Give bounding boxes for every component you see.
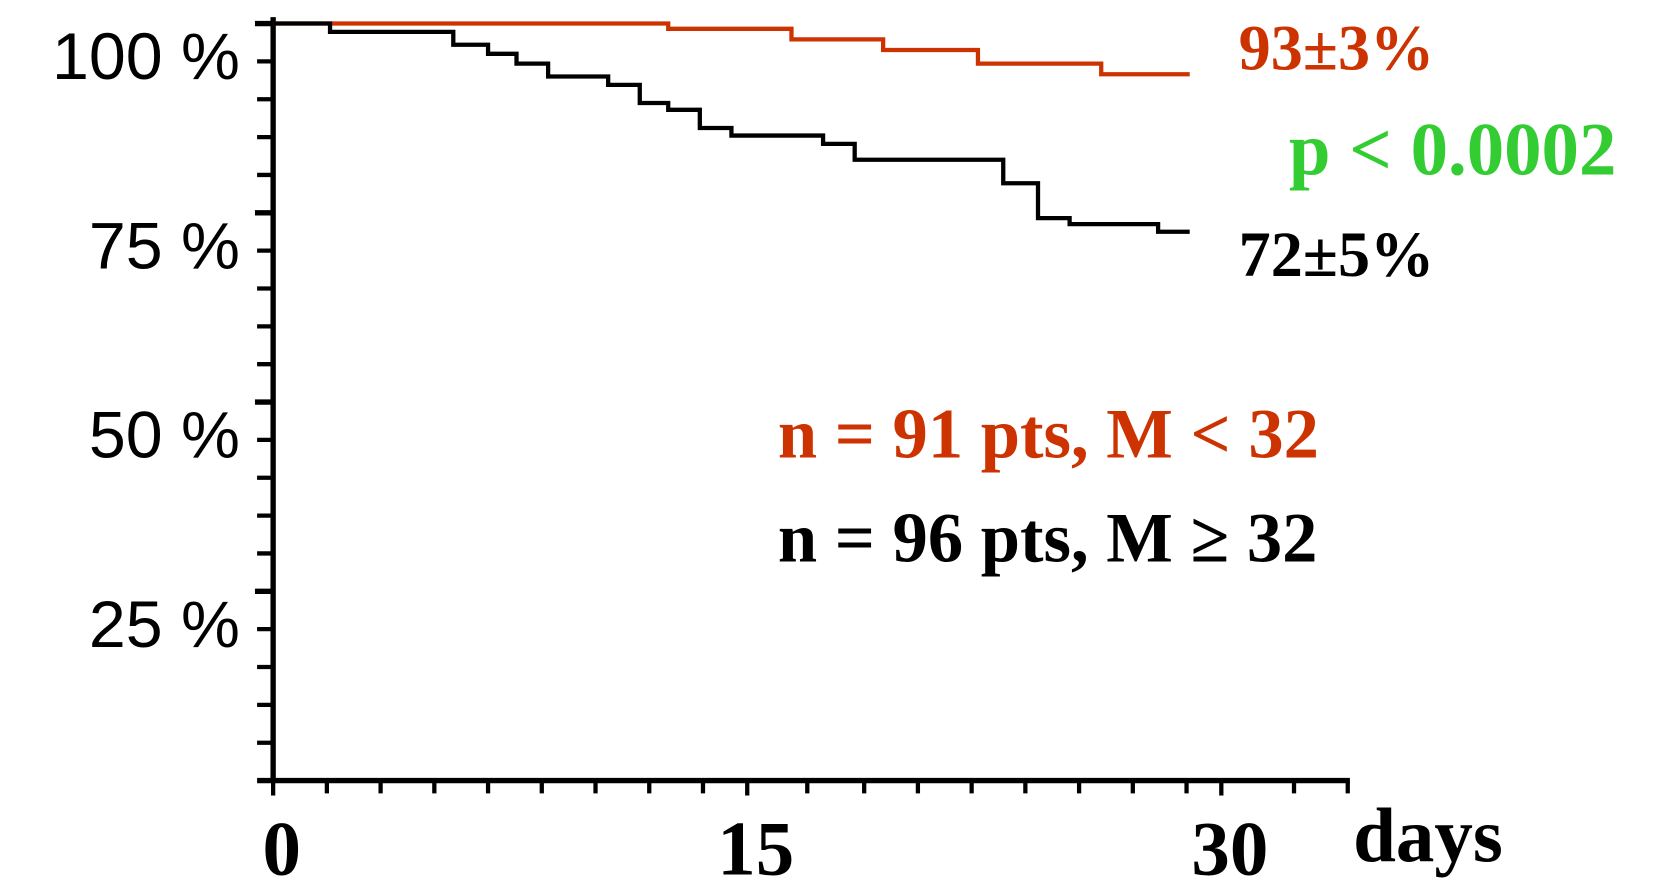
y-tick-label: 50 % (89, 399, 240, 473)
legend-entry: n = 96 pts, M ≥ 32 (778, 499, 1318, 577)
x-tick-label: 15 (717, 806, 794, 880)
x-tick-label: 0 (262, 806, 300, 880)
x-axis-label: days (1353, 792, 1503, 878)
annotation: 72±5% (1239, 219, 1435, 290)
survival-curve (273, 21, 1190, 234)
annotation: p < 0.0002 (1289, 108, 1616, 191)
legend-entry: n = 91 pts, M < 32 (778, 396, 1319, 474)
y-tick-label: 75 % (89, 209, 240, 283)
survival-curve (273, 21, 1190, 77)
y-tick-label: 100 % (52, 20, 240, 94)
y-tick-label: 25 % (89, 588, 240, 662)
annotation: 93±3% (1239, 13, 1435, 84)
x-tick-label: 30 (1191, 806, 1268, 880)
